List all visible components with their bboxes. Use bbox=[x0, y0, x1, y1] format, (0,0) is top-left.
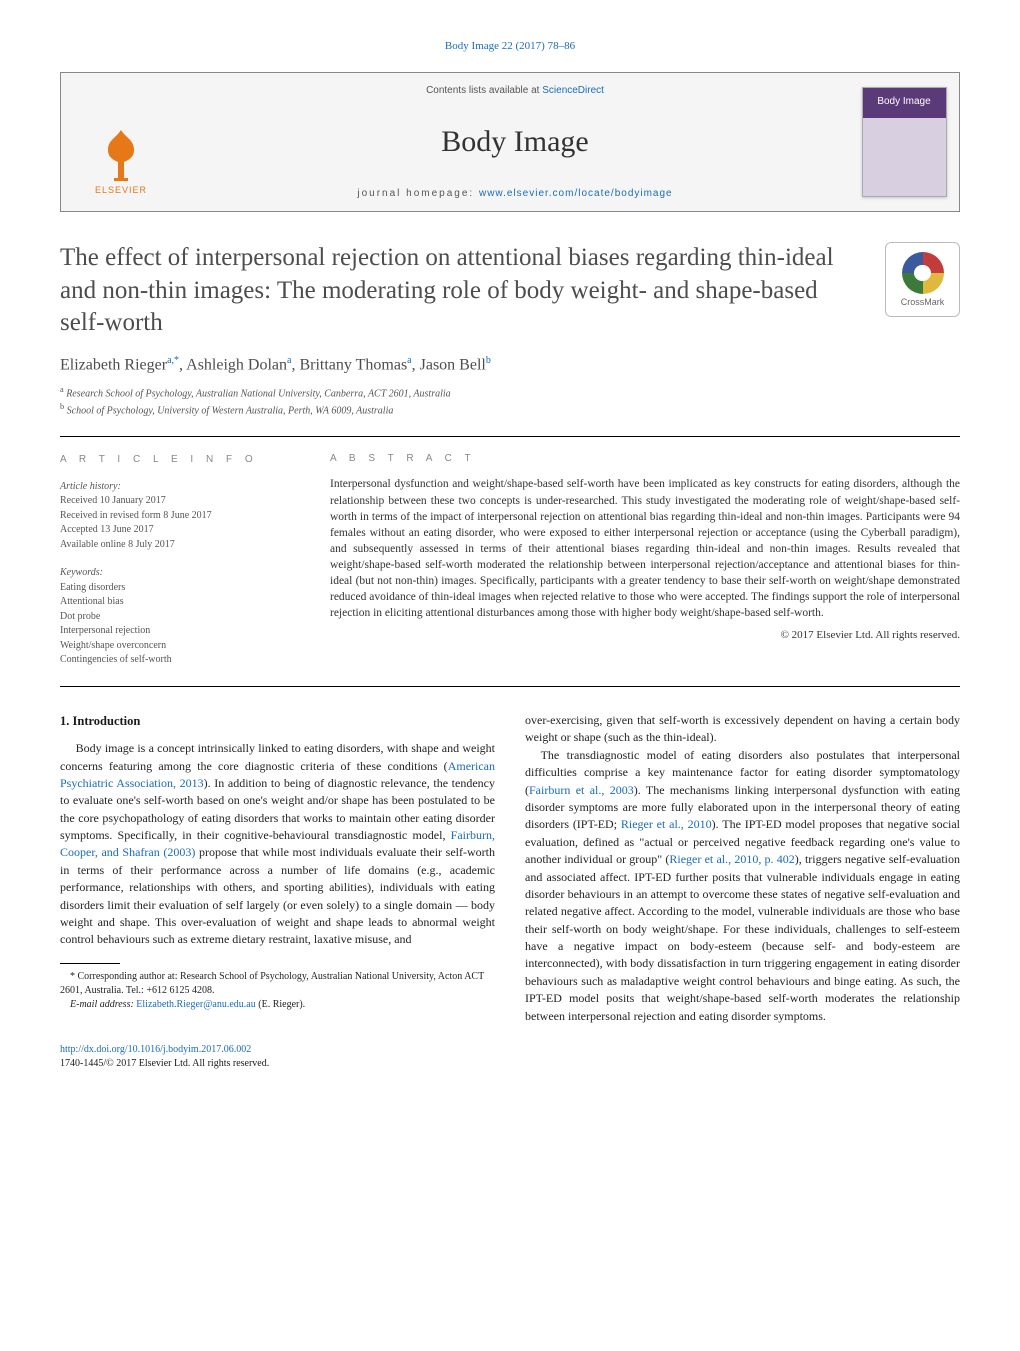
article-history-list: Received 10 January 2017Received in revi… bbox=[60, 494, 300, 552]
divider-rule bbox=[60, 686, 960, 687]
body-text: propose that while most individuals eval… bbox=[60, 845, 495, 946]
email-line: E-mail address: Elizabeth.Rieger@anu.edu… bbox=[60, 998, 495, 1012]
keyword-item: Attentional bias bbox=[60, 595, 300, 610]
author-email-link[interactable]: Elizabeth.Rieger@anu.edu.au bbox=[136, 999, 255, 1010]
body-paragraph: over-exercising, given that self-worth i… bbox=[525, 712, 960, 747]
keyword-item: Interpersonal rejection bbox=[60, 624, 300, 639]
keyword-item: Dot probe bbox=[60, 610, 300, 625]
body-paragraph: The transdiagnostic model of eating diso… bbox=[525, 747, 960, 1025]
affiliations: a Research School of Psychology, Austral… bbox=[60, 384, 960, 419]
keyword-item: Weight/shape overconcern bbox=[60, 639, 300, 654]
keywords-label: Keywords: bbox=[60, 566, 300, 581]
cover-thumb-title: Body Image bbox=[863, 88, 946, 107]
body-text: Body image is a concept intrinsically li… bbox=[60, 741, 495, 772]
elsevier-logo: ELSEVIER bbox=[86, 121, 156, 201]
contents-available-line: Contents lists available at ScienceDirec… bbox=[191, 85, 839, 96]
section-heading-intro: 1. Introduction bbox=[60, 712, 495, 730]
corresponding-author-note: * Corresponding author at: Research Scho… bbox=[60, 970, 495, 998]
elsevier-tree-icon bbox=[96, 128, 146, 183]
keyword-item: Contingencies of self-worth bbox=[60, 653, 300, 668]
journal-homepage-line: journal homepage: www.elsevier.com/locat… bbox=[191, 188, 839, 199]
journal-cover-thumbnail: Body Image bbox=[862, 87, 947, 197]
abstract-copyright: © 2017 Elsevier Ltd. All rights reserved… bbox=[330, 629, 960, 641]
history-item: Received in revised form 8 June 2017 bbox=[60, 509, 300, 524]
journal-homepage-link[interactable]: www.elsevier.com/locate/bodyimage bbox=[479, 188, 673, 199]
abstract-column: a b s t r a c t Interpersonal dysfunctio… bbox=[330, 453, 960, 668]
history-item: Available online 8 July 2017 bbox=[60, 538, 300, 553]
article-info-column: a r t i c l e i n f o Article history: R… bbox=[60, 453, 300, 668]
email-label: E-mail address: bbox=[70, 999, 136, 1010]
article-title: The effect of interpersonal rejection on… bbox=[60, 242, 865, 340]
contents-prefix: Contents lists available at bbox=[426, 85, 542, 96]
citation-link[interactable]: Fairburn et al., 2003 bbox=[529, 783, 634, 797]
elsevier-wordmark: ELSEVIER bbox=[95, 185, 147, 195]
journal-name: Body Image bbox=[191, 125, 839, 159]
publisher-logo-area: ELSEVIER bbox=[61, 73, 181, 211]
keyword-item: Eating disorders bbox=[60, 581, 300, 596]
body-paragraph: Body image is a concept intrinsically li… bbox=[60, 740, 495, 949]
homepage-prefix: journal homepage: bbox=[357, 188, 479, 199]
abstract-heading: a b s t r a c t bbox=[330, 453, 960, 464]
email-suffix: (E. Rieger). bbox=[256, 999, 305, 1010]
journal-masthead: ELSEVIER Contents lists available at Sci… bbox=[60, 72, 960, 212]
author-list: Elizabeth Riegera,*, Ashleigh Dolana, Br… bbox=[60, 355, 960, 374]
footnotes: * Corresponding author at: Research Scho… bbox=[60, 970, 495, 1012]
citation-link[interactable]: Rieger et al., 2010 bbox=[621, 817, 712, 831]
crossmark-icon bbox=[902, 252, 944, 294]
body-text: ), triggers negative self-evaluation and… bbox=[525, 852, 960, 1023]
citation-link[interactable]: Rieger et al., 2010, p. 402 bbox=[669, 852, 794, 866]
article-info-heading: a r t i c l e i n f o bbox=[60, 453, 300, 468]
crossmark-badge[interactable]: CrossMark bbox=[885, 242, 960, 317]
page-footer-block: http://dx.doi.org/10.1016/j.bodyim.2017.… bbox=[60, 1043, 960, 1071]
running-header: Body Image 22 (2017) 78–86 bbox=[60, 40, 960, 52]
crossmark-label: CrossMark bbox=[901, 297, 945, 307]
abstract-text: Interpersonal dysfunction and weight/sha… bbox=[330, 476, 960, 621]
footnote-separator bbox=[60, 963, 120, 964]
issn-copyright-line: 1740-1445/© 2017 Elsevier Ltd. All right… bbox=[60, 1058, 269, 1069]
history-label: Article history: bbox=[60, 480, 300, 495]
article-body: 1. Introduction Body image is a concept … bbox=[60, 712, 960, 1025]
doi-link[interactable]: http://dx.doi.org/10.1016/j.bodyim.2017.… bbox=[60, 1044, 251, 1055]
sciencedirect-link[interactable]: ScienceDirect bbox=[542, 85, 604, 96]
keywords-list: Eating disordersAttentional biasDot prob… bbox=[60, 581, 300, 668]
history-item: Accepted 13 June 2017 bbox=[60, 523, 300, 538]
header-citation-link[interactable]: Body Image 22 (2017) 78–86 bbox=[445, 40, 575, 52]
history-item: Received 10 January 2017 bbox=[60, 494, 300, 509]
